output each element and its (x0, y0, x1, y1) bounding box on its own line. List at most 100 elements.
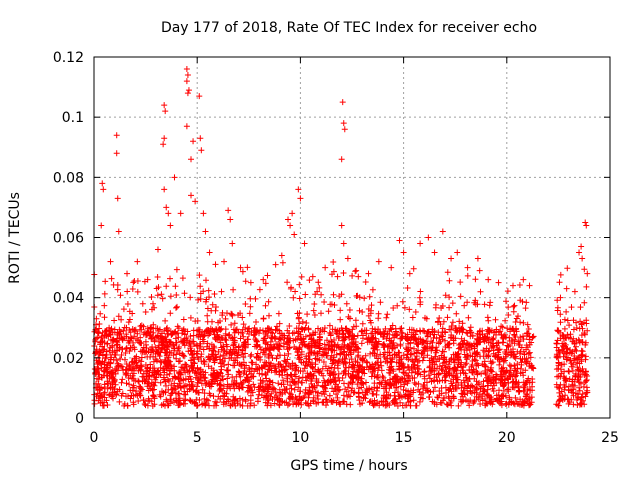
data-point (341, 126, 348, 133)
data-point (526, 282, 533, 289)
data-point (225, 207, 232, 214)
y-tick-label: 0.04 (53, 291, 84, 307)
y-tick-label: 0.12 (53, 50, 84, 66)
x-tick-label: 10 (291, 430, 309, 446)
data-point (582, 219, 589, 226)
data-point (134, 258, 141, 265)
data-point (190, 138, 197, 145)
data-point (338, 156, 345, 163)
data-point (183, 78, 190, 85)
data-point (192, 198, 199, 205)
data-point (98, 222, 105, 229)
data-point (334, 273, 341, 280)
tick-labels: 0 5 10 15 20 25 0 0.02 0.04 0.06 0.08 0.1 0.12 (53, 50, 619, 446)
data-point (431, 249, 438, 256)
data-point (579, 255, 586, 262)
data-point (340, 240, 347, 247)
data-point (100, 186, 107, 193)
y-axis-label: ROTI / TECUs (7, 192, 23, 284)
y-tick-label: 0.08 (53, 170, 84, 186)
data-point (188, 156, 195, 163)
data-point (495, 279, 502, 286)
data-point (227, 216, 234, 223)
data-point (165, 210, 172, 217)
data-point (285, 216, 292, 223)
data-point (99, 180, 106, 187)
data-point (183, 123, 190, 130)
data-point (206, 249, 213, 256)
data-point (340, 120, 347, 127)
y-tick-label: 0 (75, 411, 84, 427)
data-point (557, 294, 564, 301)
data-point (322, 264, 329, 271)
data-point (197, 135, 204, 142)
data-point (247, 279, 254, 286)
data-point (202, 228, 209, 235)
data-point (485, 276, 492, 283)
data-point (563, 285, 570, 292)
data-point (160, 141, 167, 148)
data-point (576, 249, 583, 256)
data-point (177, 210, 184, 217)
data-point (221, 258, 228, 265)
data-point (454, 249, 461, 256)
band-markers (91, 259, 591, 409)
data-point (365, 270, 372, 277)
data-point (297, 195, 304, 202)
data-band (91, 259, 591, 409)
data-point (406, 270, 413, 277)
y-tick-label: 0.1 (62, 110, 84, 126)
data-point (278, 252, 285, 259)
data-point (375, 258, 382, 265)
data-point (163, 204, 170, 211)
data-point (184, 90, 191, 97)
data-point (291, 231, 298, 238)
data-point (353, 267, 360, 274)
data-point (584, 270, 591, 277)
data-point (113, 132, 120, 139)
data-point (107, 258, 114, 265)
data-point (309, 273, 316, 280)
data-point (344, 255, 351, 262)
data-point (154, 246, 161, 253)
data-point (583, 222, 590, 229)
data-point (464, 264, 471, 271)
data-point (196, 93, 203, 100)
data-point (289, 210, 296, 217)
y-tick-label: 0.06 (53, 231, 84, 247)
data-point (115, 228, 122, 235)
data-point (198, 147, 205, 154)
data-point (229, 240, 236, 247)
data-point (183, 66, 190, 73)
x-tick-label: 15 (395, 430, 413, 446)
data-point (339, 99, 346, 106)
data-point (167, 222, 174, 229)
data-point (161, 135, 168, 142)
data-point (171, 174, 178, 181)
x-tick-label: 20 (498, 430, 516, 446)
data-point (417, 240, 424, 247)
x-tick-label: 25 (601, 430, 619, 446)
data-point (338, 222, 345, 229)
data-point (520, 276, 527, 283)
data-point (114, 195, 121, 202)
data-point (161, 186, 168, 193)
data-point (474, 255, 481, 262)
chart-title: Day 177 of 2018, Rate Of TEC Index for r… (161, 20, 537, 36)
data-point (509, 282, 516, 289)
data-point (260, 276, 267, 283)
data-point (388, 264, 395, 271)
data-points (98, 66, 591, 301)
data-point (448, 255, 455, 262)
data-point (161, 102, 168, 109)
x-axis-label: GPS time / hours (290, 458, 407, 474)
x-tick-label: 0 (90, 430, 99, 446)
data-point (301, 240, 308, 247)
data-point (396, 237, 403, 244)
data-point (184, 72, 191, 79)
data-point (200, 210, 207, 217)
data-point (144, 276, 151, 283)
data-point (113, 150, 120, 157)
